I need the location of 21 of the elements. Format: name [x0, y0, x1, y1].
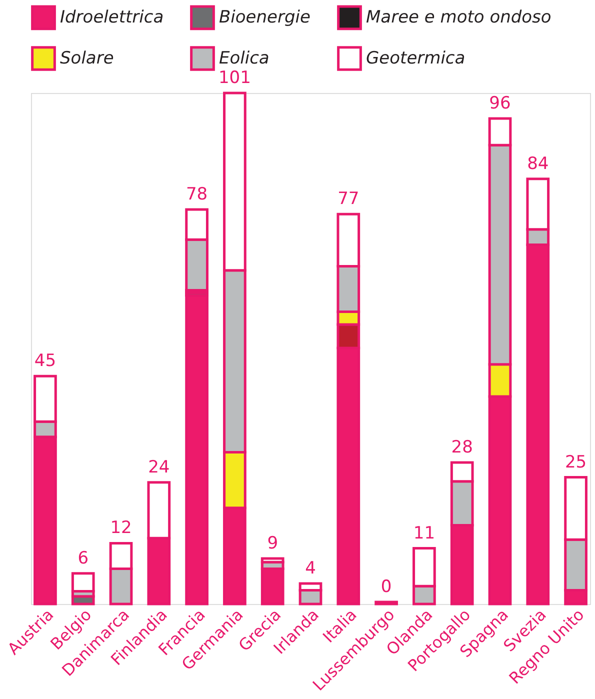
legend-label: Maree e moto ondoso	[366, 8, 552, 28]
total-label: 24	[148, 457, 170, 478]
total-label: 77	[338, 189, 360, 210]
total-label: 0	[380, 576, 392, 597]
total-label: 101	[218, 68, 251, 88]
total-label: 11	[413, 523, 436, 544]
legend-label: Idroelettrica	[60, 8, 164, 28]
legend-label: Solare	[60, 48, 114, 68]
total-label: 6	[78, 548, 89, 568]
total-label: 78	[186, 184, 208, 205]
legend-label: Bioenergie	[219, 8, 310, 28]
total-label: 9	[267, 534, 278, 554]
total-label: 4	[305, 558, 316, 579]
legend-label: Eolica	[219, 48, 270, 68]
legend-label: Geotermica	[366, 48, 466, 68]
total-label: 45	[34, 351, 56, 372]
total-label: 28	[451, 437, 473, 458]
total-label: 84	[527, 154, 549, 174]
total-label: 96	[489, 94, 511, 114]
total-label: 12	[110, 518, 132, 538]
total-label: 25	[564, 452, 587, 472]
